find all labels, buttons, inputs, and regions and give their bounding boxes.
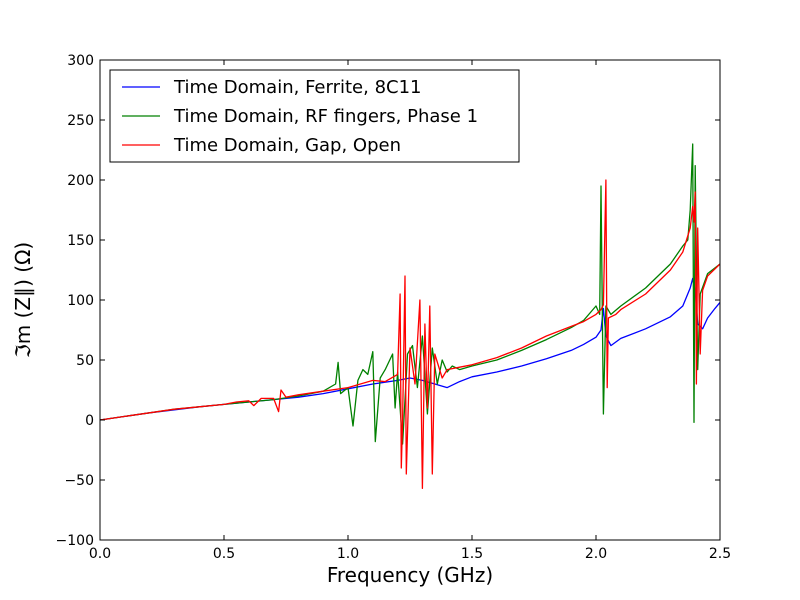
legend-label-rf-fingers: Time Domain, RF fingers, Phase 1 [173, 106, 478, 127]
x-tick-label: 2.5 [709, 546, 731, 562]
y-tick-label: 150 [67, 233, 94, 249]
y-tick-label: 100 [67, 293, 94, 309]
y-axis: −100 −50 0 50 100 150 200 250 300 [56, 53, 720, 549]
y-tick-label: 50 [76, 353, 94, 369]
x-tick-label: 2.0 [585, 546, 607, 562]
y-tick-label: −100 [56, 533, 94, 549]
x-tick-label: 1.5 [461, 546, 483, 562]
y-axis-title: ℑm (Z∥) (Ω) [11, 242, 35, 358]
x-tick-label: 1.0 [337, 546, 359, 562]
series-line-3 [99, 179, 721, 490]
y-tick-label: 250 [67, 113, 94, 129]
y-tick-label: 0 [85, 413, 94, 429]
legend-label-ferrite: Time Domain, Ferrite, 8C11 [173, 77, 422, 98]
x-tick-label: 0.0 [89, 546, 111, 562]
y-tick-label: 200 [67, 173, 94, 189]
y-tick-label: 300 [67, 53, 94, 69]
y-tick-label: −50 [64, 473, 94, 489]
series-line-2 [99, 143, 721, 445]
x-axis-title: Frequency (GHz) [327, 563, 493, 587]
legend-label-gap-open: Time Domain, Gap, Open [173, 135, 401, 156]
x-tick-label: 0.5 [213, 546, 235, 562]
series-layer [99, 143, 721, 490]
legend-box [109, 69, 520, 163]
x-axis: 0.0 0.5 1.0 1.5 2.0 2.5 [89, 60, 731, 562]
legend: Time Domain, Ferrite, 8C11 Time Domain, … [109, 69, 520, 163]
